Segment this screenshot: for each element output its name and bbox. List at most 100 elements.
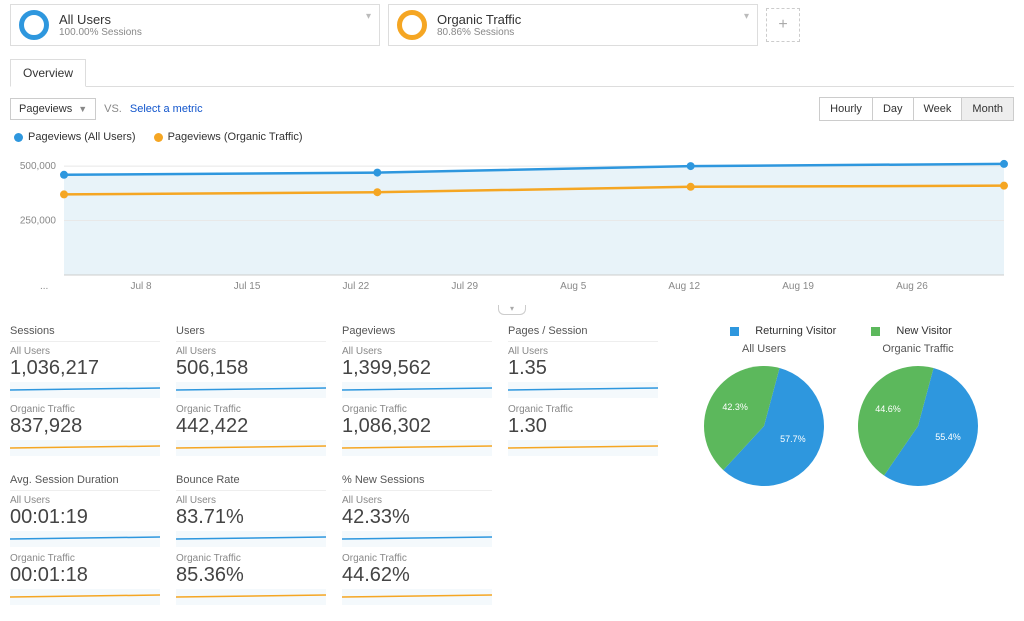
metric-segment-label: All Users [342, 346, 492, 357]
metric-title: Users [176, 325, 326, 342]
time-hourly-button[interactable]: Hourly [820, 98, 872, 120]
metric-value: 83.71% [176, 506, 326, 529]
segment-all-users[interactable]: All Users 100.00% Sessions ▾ [10, 4, 380, 46]
add-segment-button[interactable]: + [766, 8, 800, 42]
segment-organic-traffic[interactable]: Organic Traffic 80.86% Sessions ▾ [388, 4, 758, 46]
metric-segment-label: Organic Traffic [508, 404, 658, 415]
time-month-button[interactable]: Month [961, 98, 1013, 120]
metric-title: Pageviews [342, 325, 492, 342]
x-tick: Aug 19 [782, 281, 814, 292]
x-tick: Jul 8 [130, 281, 151, 292]
metric-segment-label: All Users [176, 495, 326, 506]
metric-value: 1,086,302 [342, 415, 492, 438]
metric-segment-label: Organic Traffic [10, 553, 160, 564]
legend-item: Pageviews (All Users) [14, 131, 136, 143]
svg-text:57.7%: 57.7% [780, 434, 806, 444]
metric-value: 42.33% [342, 506, 492, 529]
sparkline [508, 382, 658, 398]
controls-row: Pageviews ▼ VS. Select a metric HourlyDa… [0, 87, 1024, 125]
pie-title: All Users [699, 343, 829, 355]
metric-segment-label: All Users [342, 495, 492, 506]
x-tick: Jul 15 [234, 281, 261, 292]
svg-text:44.6%: 44.6% [875, 404, 901, 414]
segment-title: Organic Traffic [437, 12, 521, 27]
metric-value: 44.62% [342, 564, 492, 587]
metric-value: 442,422 [176, 415, 326, 438]
sparkline [176, 589, 326, 605]
sparkline [342, 531, 492, 547]
pie-legend: Returning Visitor New Visitor [668, 325, 1014, 337]
sparkline [10, 382, 160, 398]
svg-text:500,000: 500,000 [20, 161, 57, 172]
segment-subtitle: 100.00% Sessions [59, 27, 142, 38]
sparkline [508, 440, 658, 456]
x-tick: Aug 26 [896, 281, 928, 292]
pie-chart: Organic Traffic 55.4% 44.6% [853, 343, 983, 494]
chevron-down-icon: ▼ [78, 104, 87, 114]
metric-segment-label: All Users [508, 346, 658, 357]
metric-dropdown-label: Pageviews [19, 103, 72, 115]
sparkline [342, 440, 492, 456]
x-tick: Aug 12 [668, 281, 700, 292]
segment-ring-icon [19, 10, 49, 40]
segment-ring-icon [397, 10, 427, 40]
metric-segment-label: All Users [10, 346, 160, 357]
x-tick: Aug 5 [560, 281, 586, 292]
metric-value: 506,158 [176, 357, 326, 380]
legend-new: New Visitor [896, 325, 951, 337]
segment-subtitle: 80.86% Sessions [437, 27, 521, 38]
metric-card: Bounce RateAll Users83.71%Organic Traffi… [176, 474, 326, 611]
metric-segment-label: Organic Traffic [10, 404, 160, 415]
metric-segment-label: Organic Traffic [176, 404, 326, 415]
metric-title: % New Sessions [342, 474, 492, 491]
time-day-button[interactable]: Day [872, 98, 913, 120]
select-metric-link[interactable]: Select a metric [130, 103, 203, 115]
svg-text:55.4%: 55.4% [935, 432, 961, 442]
metric-title: Avg. Session Duration [10, 474, 160, 491]
segment-row: All Users 100.00% Sessions ▾ Organic Tra… [0, 0, 1024, 50]
pie-title: Organic Traffic [853, 343, 983, 355]
chevron-down-icon[interactable]: ▾ [744, 11, 749, 22]
metric-value: 85.36% [176, 564, 326, 587]
metric-segment-label: Organic Traffic [342, 404, 492, 415]
metric-card: Avg. Session DurationAll Users00:01:19Or… [10, 474, 160, 611]
metric-value: 837,928 [10, 415, 160, 438]
metric-title: Sessions [10, 325, 160, 342]
sparkline [10, 589, 160, 605]
chart-x-axis: ... Jul 8 Jul 15 Jul 22 Jul 29 Aug 5 Aug 12 Aug… [0, 279, 1024, 302]
sparkline [10, 440, 160, 456]
legend-returning: Returning Visitor [755, 325, 836, 337]
sparkline [176, 382, 326, 398]
metrics-grid: SessionsAll Users1,036,217Organic Traffi… [10, 325, 658, 611]
legend-item: Pageviews (Organic Traffic) [154, 131, 303, 143]
metric-card: % New Sessions All Users42.33% Organic Tra… [342, 474, 492, 611]
sparkline [176, 531, 326, 547]
metric-value: 00:01:18 [10, 564, 160, 587]
metric-value: 1.35 [508, 357, 658, 380]
metric-segment-label: All Users [176, 346, 326, 357]
visitor-pie-section: Returning Visitor New Visitor All Users 5… [668, 325, 1014, 611]
x-tick: Jul 22 [343, 281, 370, 292]
metric-value: 1.30 [508, 415, 658, 438]
metric-segment-label: Organic Traffic [342, 553, 492, 564]
sparkline [342, 589, 492, 605]
time-week-button[interactable]: Week [913, 98, 962, 120]
metric-dropdown[interactable]: Pageviews ▼ [10, 98, 96, 120]
tab-bar: Overview [10, 58, 1014, 87]
tab-overview[interactable]: Overview [10, 59, 86, 87]
chart-legend: Pageviews (All Users) Pageviews (Organic … [0, 125, 1024, 149]
metric-card: Sessions All Users1,036,217 Organic Traffi… [10, 325, 160, 462]
chart-resize-handle[interactable]: ▾ [0, 300, 1024, 315]
metric-card: Pageviews All Users1,399,562 Organic Traff… [342, 325, 492, 462]
x-tick: ... [40, 281, 48, 292]
metric-value: 1,399,562 [342, 357, 492, 380]
chevron-down-icon[interactable]: ▾ [366, 11, 371, 22]
metric-value: 1,036,217 [10, 357, 160, 380]
metric-title: Bounce Rate [176, 474, 326, 491]
x-tick: Jul 29 [451, 281, 478, 292]
time-granularity-toggle: HourlyDayWeekMonth [819, 97, 1014, 121]
svg-text:42.3%: 42.3% [722, 402, 748, 412]
metric-card: Users All Users506,158 Organic Traffic442,… [176, 325, 326, 462]
sparkline [176, 440, 326, 456]
metric-title: Pages / Session [508, 325, 658, 342]
